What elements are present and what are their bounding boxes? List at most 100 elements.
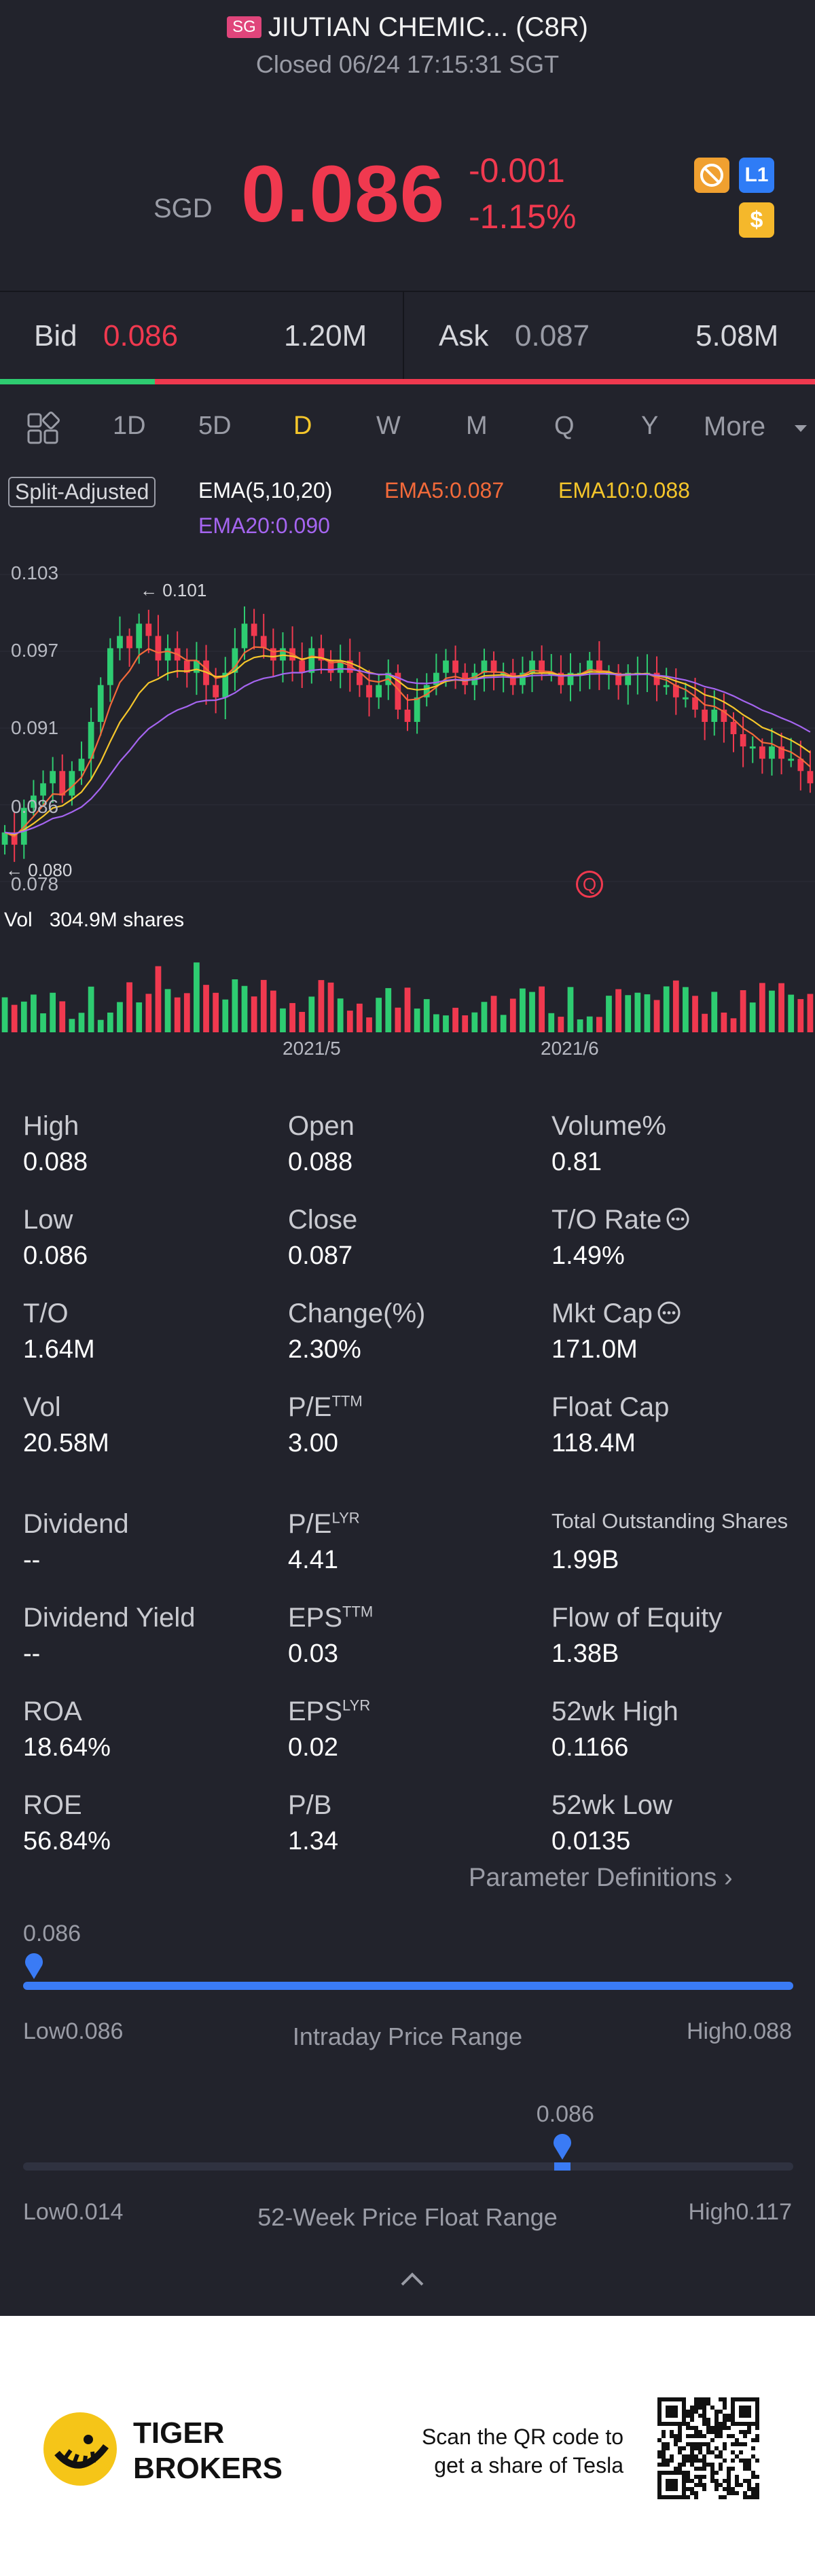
qr-module [743, 2430, 747, 2434]
qr-module [678, 2426, 682, 2430]
stat-label: Vol [23, 1392, 61, 1422]
qr-module [670, 2483, 674, 2487]
qr-module [727, 2487, 731, 2491]
chevron-up-icon[interactable] [399, 2271, 425, 2291]
volume-bar [136, 1002, 143, 1032]
qr-module [694, 2459, 698, 2463]
volume-bar [452, 1007, 458, 1032]
intraday-marker-icon [23, 1951, 45, 1984]
candle-body [807, 771, 814, 784]
qr-module [747, 2422, 751, 2426]
qr-module [747, 2483, 751, 2487]
qr-module [735, 2454, 739, 2459]
qr-module [723, 2495, 727, 2499]
info-icon[interactable] [662, 1205, 690, 1235]
candlestick-chart[interactable] [0, 557, 815, 896]
dollar-icon[interactable]: $ [739, 202, 774, 238]
candle-body [625, 672, 632, 685]
qr-module [702, 2418, 706, 2422]
qr-module [674, 2397, 678, 2401]
qr-module [755, 2426, 759, 2430]
tab-more[interactable]: More [704, 412, 766, 441]
tab-1d[interactable]: 1D [113, 412, 146, 440]
volume-bar [788, 994, 795, 1032]
volume-bar [222, 999, 229, 1032]
qr-module [702, 2475, 706, 2479]
qr-module [751, 2422, 755, 2426]
stat-label: Change(%) [288, 1299, 426, 1328]
qr-module [698, 2434, 702, 2438]
ema-indicator-label[interactable]: EMA(5,10,20) [198, 478, 333, 503]
level1-icon[interactable]: L1 [739, 158, 774, 193]
split-adjusted-toggle[interactable]: Split-Adjusted [8, 477, 156, 507]
qr-module [727, 2471, 731, 2475]
candle-body [280, 648, 286, 661]
candle-body [740, 734, 746, 747]
qr-module [723, 2426, 727, 2430]
qr-module [686, 2495, 690, 2499]
qr-code[interactable] [657, 2397, 759, 2499]
qr-module [706, 2450, 710, 2454]
qr-module [723, 2487, 727, 2491]
candle-body [11, 832, 18, 845]
stat-value: 2.30% [288, 1335, 361, 1364]
volume-bar [490, 996, 497, 1032]
divider [403, 292, 404, 379]
qr-module [702, 2467, 706, 2471]
tab-year[interactable]: Y [641, 412, 659, 440]
candle-body [241, 623, 248, 649]
volume-bar [164, 989, 171, 1032]
info-icon[interactable] [653, 1299, 681, 1328]
volume-bar [606, 996, 612, 1032]
chevron-down-icon[interactable] [793, 424, 808, 437]
qr-module [719, 2430, 723, 2434]
volume-chart [1, 962, 814, 1032]
qr-module [682, 2479, 686, 2483]
candle-body [299, 660, 306, 673]
week52-low: Low0.014 [23, 2199, 124, 2225]
volume-bar [299, 1011, 306, 1032]
qr-module [657, 2401, 662, 2406]
qr-module [666, 2471, 670, 2475]
qr-module [739, 2422, 743, 2426]
page-title: SG JIUTIAN CHEMIC... (C8R) [0, 12, 815, 43]
qr-module [694, 2430, 698, 2434]
qr-module [666, 2397, 670, 2401]
qr-module [657, 2406, 662, 2410]
volume-bar [596, 1017, 602, 1032]
market-badge: SG [227, 16, 261, 38]
qr-module [743, 2410, 747, 2414]
qr-module [666, 2487, 670, 2491]
qr-module [682, 2459, 686, 2463]
tab-month[interactable]: M [466, 412, 488, 440]
stat-value: 0.088 [288, 1148, 353, 1176]
qr-module [657, 2414, 662, 2418]
layout-grid-icon[interactable] [26, 412, 60, 449]
tab-5d[interactable]: 5D [198, 412, 232, 440]
stat-label: ROE [23, 1790, 82, 1820]
brand-name-line1: TIGER [133, 2416, 225, 2450]
volume-bar [797, 999, 804, 1032]
qr-module [686, 2487, 690, 2491]
volume-bar [395, 1007, 401, 1032]
qr-module [755, 2397, 759, 2401]
parameter-definitions-link[interactable]: Parameter Definitions › [469, 1864, 733, 1892]
candle-body [778, 746, 784, 759]
qr-module [706, 2430, 710, 2434]
candle-body [59, 771, 66, 796]
qr-module [747, 2463, 751, 2467]
tab-week[interactable]: W [376, 412, 401, 440]
qr-module [719, 2422, 723, 2426]
qr-module [743, 2463, 747, 2467]
qr-module [731, 2442, 735, 2446]
tiger-logo-icon [43, 2412, 117, 2486]
qr-module [657, 2475, 662, 2479]
earnings-marker[interactable]: Q [576, 871, 603, 898]
qr-module [735, 2422, 739, 2426]
volume-bar [1, 997, 8, 1032]
volume-bar [11, 1004, 18, 1032]
volume-bar [59, 1001, 66, 1032]
tab-day[interactable]: D [293, 412, 312, 440]
no-short-icon[interactable] [694, 158, 729, 193]
tab-quarter[interactable]: Q [554, 412, 575, 440]
